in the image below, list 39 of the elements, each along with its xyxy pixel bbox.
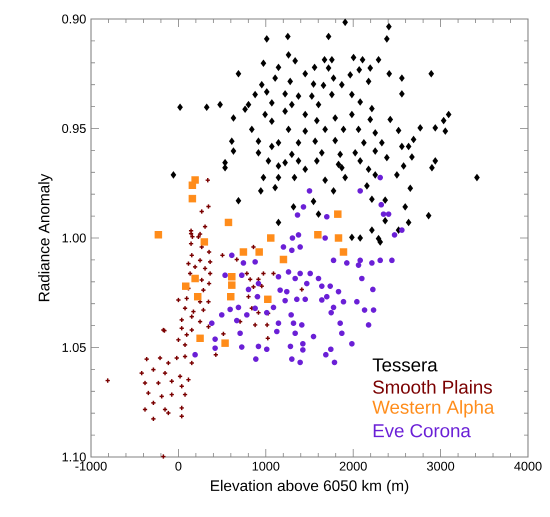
- x-tick-label: 4000: [514, 462, 542, 471]
- point: [267, 234, 275, 242]
- text: Smooth Plains: [373, 380, 492, 394]
- point: [228, 281, 236, 289]
- point: [228, 273, 236, 280]
- point: [182, 282, 190, 290]
- x-tick-label: 3000: [426, 462, 454, 471]
- point: [227, 292, 234, 300]
- point: [154, 230, 162, 238]
- point: [200, 238, 208, 246]
- point: [191, 274, 199, 282]
- y-tick-label: 1.10: [62, 452, 86, 462]
- x-tick-label: 2000: [340, 462, 367, 471]
- text: Tessera: [372, 358, 438, 372]
- y-tick-label: 1.05: [62, 343, 86, 352]
- point: [188, 181, 196, 189]
- point: [314, 230, 322, 238]
- point: [280, 256, 288, 264]
- point: [188, 194, 196, 202]
- point: [340, 248, 348, 256]
- point: [196, 334, 204, 342]
- y-tick-label: 1.00: [62, 234, 86, 242]
- x-axis-title: Elevation above 6050 km (m): [211, 480, 408, 494]
- point: [334, 210, 342, 218]
- point: [194, 292, 202, 300]
- point: [255, 248, 263, 256]
- text: Western Alpha: [372, 400, 494, 418]
- point: [224, 218, 232, 226]
- point: [221, 339, 229, 347]
- y-tick-label: 0.95: [62, 124, 86, 133]
- point: [264, 296, 272, 304]
- text: Eve Corona: [374, 424, 471, 438]
- y-axis-title: Radiance Anomaly: [38, 174, 52, 302]
- x-tick-label: 0: [175, 462, 182, 471]
- x-tick-label: 1000: [252, 462, 280, 471]
- point: [334, 234, 342, 242]
- y-tick-label: 0.90: [62, 14, 86, 24]
- point: [240, 248, 248, 256]
- x-tick-label: -1000: [75, 462, 107, 471]
